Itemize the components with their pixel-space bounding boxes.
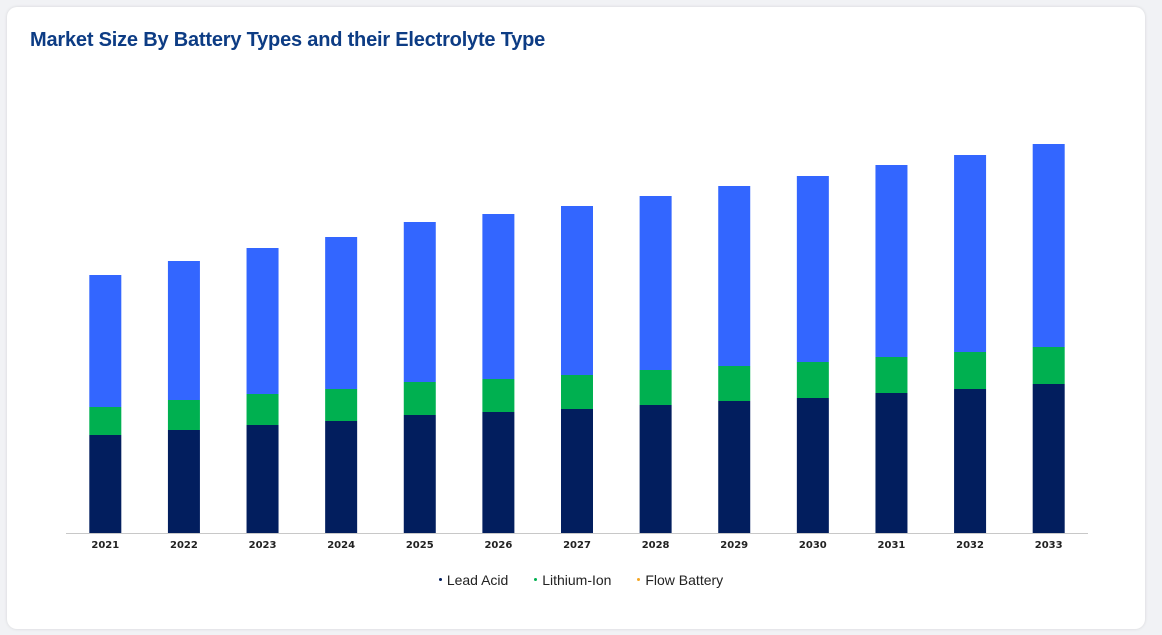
bar-lead-acid-2021[interactable] — [89, 435, 122, 533]
bar-flow-battery-2030[interactable] — [796, 176, 829, 362]
legend-dot-flow-battery — [637, 577, 641, 581]
bar-lithium-ion-2024[interactable] — [325, 389, 358, 421]
x-tick-label-2024: 2024 — [327, 540, 355, 551]
x-tick-label-2028: 2028 — [642, 540, 670, 551]
bar-flow-battery-2026[interactable] — [482, 214, 515, 379]
bar-lead-acid-2026[interactable] — [482, 412, 515, 533]
chart-legend: Lead Acid Lithium-Ion Flow Battery — [0, 572, 1162, 588]
bar-flow-battery-2023[interactable] — [246, 248, 279, 394]
bar-lead-acid-2024[interactable] — [325, 421, 358, 533]
bar-lead-acid-2029[interactable] — [718, 401, 751, 533]
x-tick-label-2030: 2030 — [799, 540, 827, 551]
bar-lithium-ion-2029[interactable] — [718, 366, 751, 401]
legend-label-flow-battery: Flow Battery — [645, 572, 724, 588]
legend-dot-lithium-ion — [534, 577, 538, 581]
bar-flow-battery-2028[interactable] — [639, 196, 672, 370]
bar-lithium-ion-2031[interactable] — [875, 357, 908, 393]
bar-flow-battery-2022[interactable] — [167, 261, 200, 400]
bar-lead-acid-2031[interactable] — [875, 393, 908, 533]
chart-title: Market Size By Battery Types and their E… — [30, 29, 546, 51]
x-tick-label-2025: 2025 — [406, 540, 434, 551]
bar-lead-acid-2032[interactable] — [954, 389, 987, 533]
bar-lithium-ion-2021[interactable] — [89, 407, 122, 435]
legend-label-lithium-ion: Lithium-Ion — [542, 572, 612, 588]
bar-lead-acid-2027[interactable] — [561, 409, 593, 533]
x-tick-label-2027: 2027 — [563, 540, 591, 551]
x-tick-label-2023: 2023 — [249, 540, 277, 551]
bar-lead-acid-2025[interactable] — [403, 415, 436, 533]
x-tick-label-2021: 2021 — [91, 540, 119, 551]
bar-flow-battery-2031[interactable] — [875, 165, 908, 357]
bar-lead-acid-2022[interactable] — [167, 430, 200, 533]
bar-lithium-ion-2030[interactable] — [796, 362, 829, 398]
bar-flow-battery-2032[interactable] — [954, 155, 987, 352]
bar-lithium-ion-2033[interactable] — [1032, 347, 1065, 384]
bar-flow-battery-2021[interactable] — [89, 275, 122, 407]
legend-item-flow-battery[interactable]: Flow Battery — [637, 572, 723, 588]
x-tick-label-2031: 2031 — [878, 540, 906, 551]
bar-lithium-ion-2022[interactable] — [167, 400, 200, 430]
bar-lithium-ion-2027[interactable] — [561, 375, 593, 409]
x-tick-label-2022: 2022 — [170, 540, 198, 551]
legend-label-lead-acid: Lead Acid — [446, 572, 509, 588]
legend-item-lithium-ion[interactable]: Lithium-Ion — [534, 572, 611, 588]
x-tick-label-2029: 2029 — [720, 540, 748, 551]
bar-flow-battery-2029[interactable] — [718, 186, 751, 366]
bar-lead-acid-2033[interactable] — [1032, 384, 1065, 533]
bar-flow-battery-2025[interactable] — [403, 222, 436, 382]
x-tick-label-2033: 2033 — [1035, 540, 1063, 551]
bar-flow-battery-2027[interactable] — [561, 206, 593, 375]
bar-flow-battery-2033[interactable] — [1032, 144, 1065, 347]
bar-lead-acid-2023[interactable] — [246, 425, 279, 533]
x-tick-label-2026: 2026 — [484, 540, 512, 551]
bar-lithium-ion-2025[interactable] — [403, 382, 436, 415]
bar-flow-battery-2024[interactable] — [325, 237, 358, 389]
legend-item-lead-acid[interactable]: Lead Acid — [438, 572, 509, 588]
bar-lithium-ion-2023[interactable] — [246, 394, 279, 425]
bar-lithium-ion-2032[interactable] — [954, 352, 987, 389]
bar-lead-acid-2030[interactable] — [796, 398, 829, 533]
stacked-bar-chart: 2021 2022 2023 2024 2025 2026 2027 2028 2029 2030… — [66, 144, 1088, 551]
bar-lithium-ion-2026[interactable] — [482, 379, 515, 412]
bar-lead-acid-2028[interactable] — [639, 405, 672, 533]
bar-lithium-ion-2028[interactable] — [639, 370, 672, 405]
legend-dot-lead-acid — [438, 577, 442, 581]
x-tick-label-2032: 2032 — [956, 540, 984, 551]
